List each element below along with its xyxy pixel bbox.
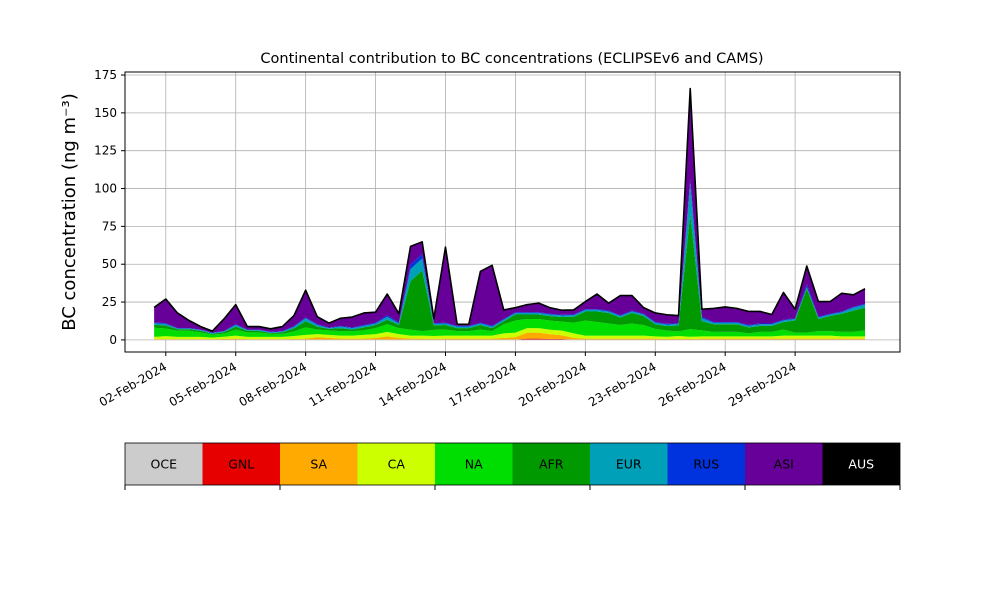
legend-label-oce: OCE	[151, 457, 178, 472]
legend-frame	[124, 442, 901, 486]
y-axis-label: BC concentration (ng m⁻³)	[59, 93, 80, 331]
stacked-areas	[153, 87, 866, 340]
x-tick-label: 11-Feb-2024	[306, 359, 379, 409]
grid-lines	[125, 72, 900, 352]
chart-title: Continental contribution to BC concentra…	[260, 51, 763, 67]
legend-colorbar: OCE GNL SA CA NA AFR EUR RUS ASI AUS	[124, 442, 901, 490]
y-tick-label: 175	[94, 68, 117, 82]
area-aus	[154, 88, 866, 332]
legend-swatch-gnl	[202, 443, 280, 485]
legend-swatch-ca	[357, 443, 435, 485]
legend-label-aus: AUS	[848, 457, 874, 472]
x-tick-label: 29-Feb-2024	[726, 359, 799, 409]
legend-swatch-eur	[590, 443, 668, 485]
legend-label-eur: EUR	[616, 457, 642, 472]
x-tick-label: 20-Feb-2024	[516, 359, 589, 409]
axes: 0 25 50 75 100 125 150 175 02-Feb-202405-Feb-202…	[94, 68, 901, 409]
legend-label-ca: CA	[388, 457, 406, 472]
y-tick-label: 100	[94, 182, 117, 196]
legend-swatch-sa	[280, 443, 358, 485]
legend-swatch-asi	[745, 443, 823, 485]
area-sa	[154, 332, 866, 340]
x-tick-label: 26-Feb-2024	[656, 359, 729, 409]
legend-label-afr: AFR	[539, 457, 564, 472]
x-tick-label: 14-Feb-2024	[376, 359, 449, 409]
x-tick-label: 23-Feb-2024	[586, 359, 659, 409]
area-ca	[154, 328, 866, 340]
area-eur	[154, 183, 866, 334]
legend-swatch-na	[435, 443, 513, 485]
legend-swatch-rus	[667, 443, 745, 485]
area-rus	[154, 179, 866, 334]
legend-label-na: NA	[465, 457, 483, 472]
area-afr	[154, 214, 866, 335]
y-tick-label: 125	[94, 144, 117, 158]
area-na	[154, 319, 866, 338]
x-tick-label: 05-Feb-2024	[167, 359, 240, 409]
total-outline	[153, 87, 866, 332]
legend-swatch-aus	[822, 443, 900, 485]
y-tick-label: 25	[102, 295, 117, 309]
area-asi	[154, 88, 866, 333]
x-tick-label: 17-Feb-2024	[446, 359, 519, 409]
legend-label-sa: SA	[310, 457, 327, 472]
legend-label-rus: RUS	[693, 457, 719, 472]
legend-label-asi: ASI	[774, 457, 794, 472]
y-tick-label: 75	[102, 219, 117, 233]
y-tick-label: 150	[94, 106, 117, 120]
x-tick-label: 08-Feb-2024	[237, 359, 310, 409]
plot-frame	[124, 71, 901, 353]
y-tick-label: 50	[102, 257, 117, 271]
legend-swatch-afr	[512, 443, 590, 485]
x-tick-label: 02-Feb-2024	[97, 359, 170, 409]
legend-swatch-oce	[125, 443, 203, 485]
y-tick-label: 0	[109, 333, 117, 347]
legend-label-gnl: GNL	[228, 457, 254, 472]
